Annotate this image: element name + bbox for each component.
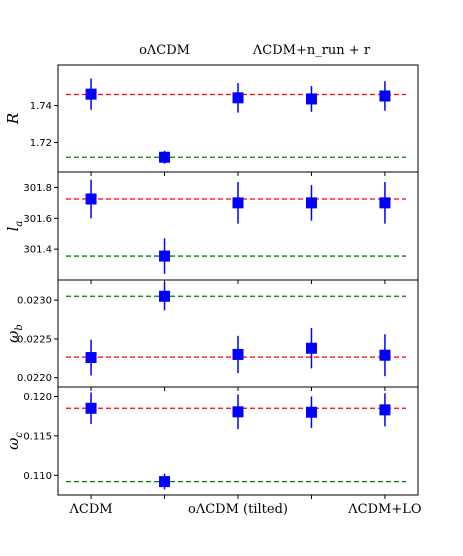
- bottom-category-label: ΛCDM+LO: [347, 502, 421, 517]
- y-axis-label: ωb: [4, 324, 25, 343]
- data-point-marker: [85, 402, 97, 414]
- top-category-label: oΛCDM: [139, 43, 190, 58]
- data-point-marker: [85, 193, 97, 205]
- bottom-category-label: oΛCDM (tilted): [188, 502, 288, 517]
- data-point-marker: [232, 406, 244, 418]
- y-axis-label-main: R: [4, 113, 22, 125]
- y-axis-label: ωc: [4, 432, 25, 450]
- data-point-marker: [379, 404, 391, 416]
- data-point-marker: [379, 90, 391, 102]
- top-category-labels: oΛCDM ΛCDM+n_run + r: [139, 43, 371, 58]
- y-tick-label: 0.0220: [17, 373, 52, 384]
- data-point-marker: [159, 290, 171, 302]
- y-tick-label: 0.0230: [17, 296, 52, 307]
- panel-2: 0.0220 0.0225 0.0230 ωb: [4, 279, 419, 391]
- data-point-marker: [159, 151, 171, 163]
- panel-frame: [57, 64, 419, 173]
- data-point-marker: [379, 197, 391, 209]
- y-axis-label-main: l: [4, 226, 22, 231]
- bottom-category-label: ΛCDM: [69, 502, 113, 517]
- y-tick-label: 1.72: [30, 138, 52, 149]
- data-point-marker: [85, 88, 97, 100]
- y-axis-label-subscript: a: [14, 221, 25, 227]
- panel-1: 301.4 301.6 301.8 la: [4, 171, 419, 284]
- y-tick-label: 301.6: [23, 214, 52, 225]
- data-point-marker: [379, 349, 391, 361]
- y-axis-label: la: [4, 221, 25, 232]
- y-tick-label: 301.8: [23, 183, 52, 194]
- data-point-marker: [232, 197, 244, 209]
- y-tick-label: 0.0225: [17, 334, 52, 345]
- data-point-marker: [305, 406, 317, 418]
- y-tick-label: 0.110: [23, 471, 52, 482]
- data-point-marker: [159, 250, 171, 262]
- panel-3: 0.110 0.115 0.120 ωc: [4, 386, 419, 499]
- data-point-marker: [232, 92, 244, 104]
- y-axis-label-subscript: b: [14, 324, 25, 330]
- y-axis-label: R: [4, 113, 22, 125]
- y-tick-label: 1.74: [30, 101, 52, 112]
- top-category-label: ΛCDM+n_run + r: [252, 43, 371, 58]
- y-tick-label: 301.4: [23, 245, 52, 256]
- bottom-category-labels: ΛCDM oΛCDM (tilted) ΛCDM+LO: [69, 502, 422, 517]
- data-point-marker: [232, 348, 244, 360]
- y-tick-label: 0.115: [23, 431, 52, 442]
- y-axis-label-main: ω: [4, 331, 22, 343]
- data-point-marker: [305, 342, 317, 354]
- y-tick-label: 0.120: [23, 392, 52, 403]
- y-axis-label-main: ω: [4, 438, 22, 450]
- panel-0: 1.72 1.74 R: [4, 64, 419, 176]
- data-point-marker: [85, 352, 97, 364]
- data-point-marker: [305, 197, 317, 209]
- data-point-marker: [305, 93, 317, 105]
- y-axis-label-subscript: c: [14, 432, 25, 438]
- data-point-marker: [159, 476, 171, 488]
- panels-layer: 1.721.74R301.4301.6301.8la0.02200.02250.…: [4, 64, 419, 499]
